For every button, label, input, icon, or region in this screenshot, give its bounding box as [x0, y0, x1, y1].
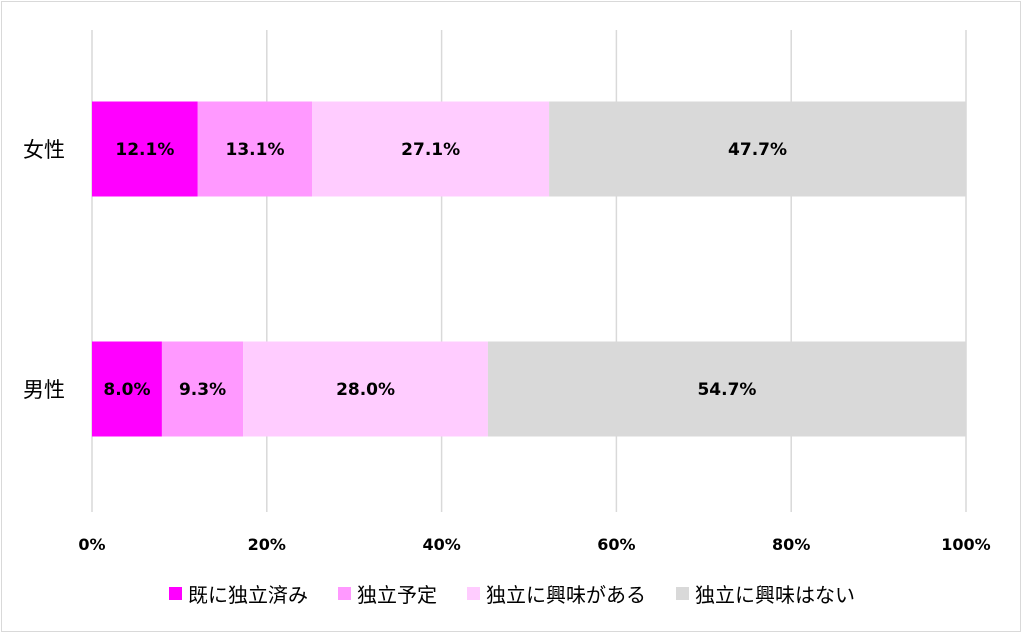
legend-item: 独立予定: [338, 579, 437, 608]
data-label: 54.7%: [697, 380, 756, 400]
x-tick-label: 60%: [597, 535, 635, 554]
data-label: 27.1%: [401, 140, 460, 160]
data-label: 9.3%: [179, 380, 226, 400]
bar-segment: [92, 101, 198, 197]
x-tick-label: 100%: [941, 535, 990, 554]
x-tick-label: 80%: [772, 535, 810, 554]
data-label: 47.7%: [728, 140, 787, 160]
data-label: 8.0%: [103, 380, 150, 400]
bar-segment: [197, 101, 313, 197]
x-tick-label: 40%: [422, 535, 460, 554]
data-label: 13.1%: [226, 140, 285, 160]
legend-swatch: [169, 586, 182, 600]
category-label: 男性: [23, 378, 65, 402]
x-tick-label: 20%: [248, 535, 286, 554]
legend-swatch: [338, 586, 351, 600]
bar-segment: [92, 341, 162, 437]
legend-item: 既に独立済み: [169, 579, 308, 608]
legend-label: 独立に興味はない: [695, 582, 855, 607]
legend-swatch: [467, 586, 480, 600]
bar-segment: [549, 101, 966, 197]
legend-item: 独立に興味はない: [676, 579, 855, 608]
legend-item: 独立に興味がある: [467, 579, 646, 608]
data-label: 12.1%: [115, 140, 174, 160]
legend-label: 既に独立済み: [188, 582, 308, 607]
x-tick-label: 0%: [78, 535, 105, 554]
legend-swatch: [676, 586, 689, 600]
bar-segment: [312, 101, 550, 197]
legend-label: 独立予定: [357, 582, 437, 607]
chart-legend: 既に独立済み 独立予定 独立に興味がある 独立に興味はない: [0, 576, 1024, 610]
category-label: 女性: [23, 138, 65, 162]
bar-segment: [487, 341, 966, 437]
legend-label: 独立に興味がある: [486, 582, 646, 607]
data-label: 28.0%: [336, 380, 395, 400]
bar-segment: [243, 341, 488, 437]
bar-segment: [161, 341, 244, 437]
